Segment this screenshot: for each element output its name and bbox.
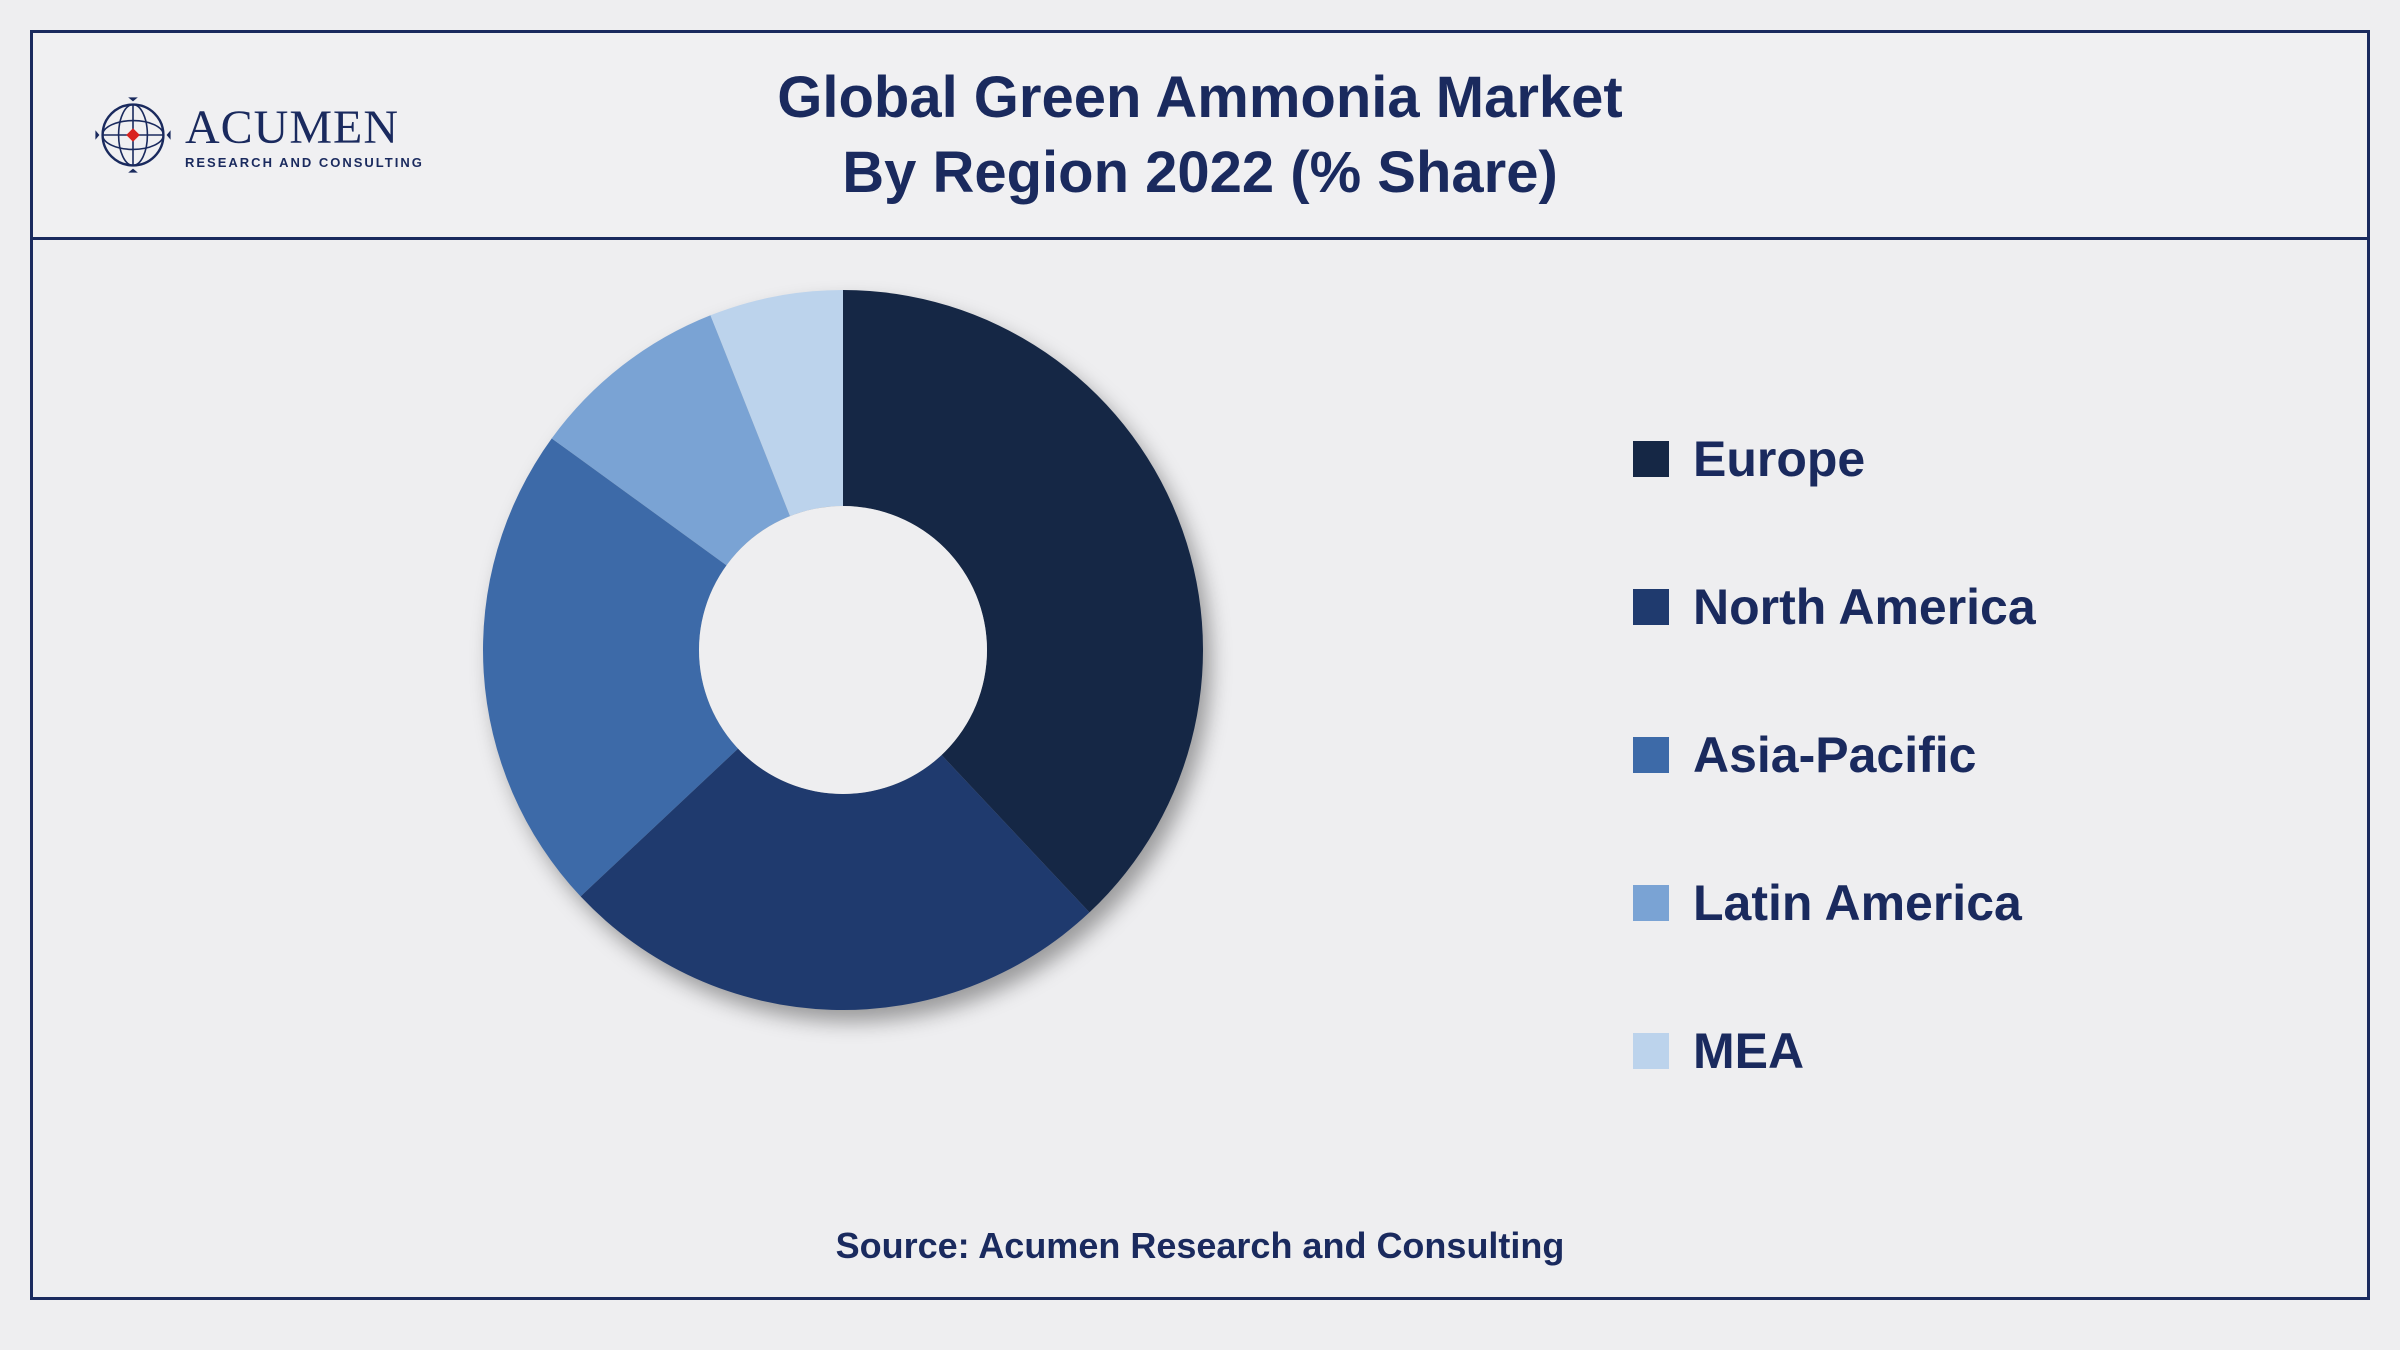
donut-hole	[699, 506, 987, 794]
legend-swatch	[1633, 737, 1669, 773]
source-text: Source: Acumen Research and Consulting	[33, 1225, 2367, 1267]
legend-swatch	[1633, 441, 1669, 477]
logo-sub-text: RESEARCH AND CONSULTING	[185, 155, 424, 170]
legend-item: Asia-Pacific	[1633, 726, 2036, 784]
legend-item: Latin America	[1633, 874, 2036, 932]
chart-legend: Europe North America Asia-Pacific Latin Ame…	[1633, 430, 2036, 1080]
donut-chart	[483, 290, 1203, 1010]
legend-label: North America	[1693, 578, 2036, 636]
legend-swatch	[1633, 589, 1669, 625]
legend-label: Asia-Pacific	[1693, 726, 1976, 784]
legend-label: MEA	[1693, 1022, 1804, 1080]
logo-text: ACUMEN RESEARCH AND CONSULTING	[185, 100, 424, 170]
legend-item: North America	[1633, 578, 2036, 636]
legend-swatch	[1633, 1033, 1669, 1069]
legend-swatch	[1633, 885, 1669, 921]
legend-label: Europe	[1693, 430, 1865, 488]
globe-icon	[93, 95, 173, 175]
chart-area: Europe North America Asia-Pacific Latin Ame…	[30, 240, 2370, 1300]
legend-label: Latin America	[1693, 874, 2022, 932]
header-bar: ACUMEN RESEARCH AND CONSULTING Global Gr…	[30, 30, 2370, 240]
brand-logo: ACUMEN RESEARCH AND CONSULTING	[93, 95, 424, 175]
logo-main-text: ACUMEN	[185, 100, 424, 155]
legend-item: Europe	[1633, 430, 2036, 488]
legend-item: MEA	[1633, 1022, 2036, 1080]
